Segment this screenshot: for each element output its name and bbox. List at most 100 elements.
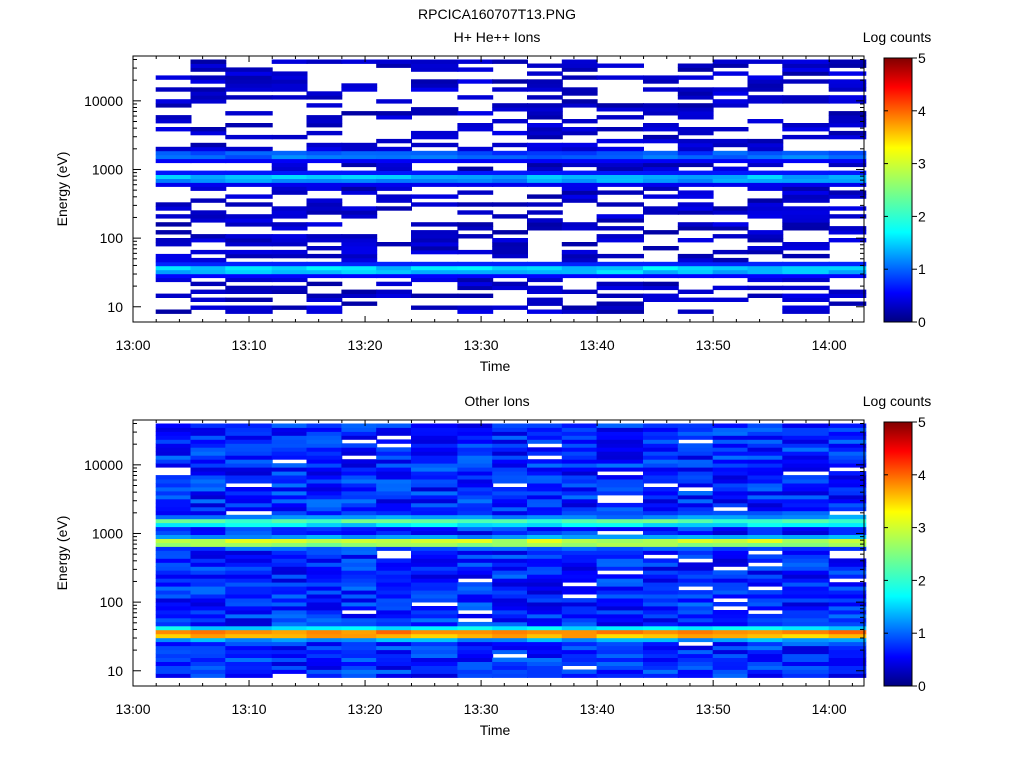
heatmap-cell bbox=[190, 178, 227, 183]
heatmap-cell bbox=[561, 182, 598, 187]
heatmap-cell bbox=[457, 649, 494, 655]
heatmap-cell bbox=[306, 514, 343, 520]
heatmap-cell bbox=[271, 162, 308, 168]
heatmap-cell bbox=[828, 617, 867, 623]
heatmap-cell bbox=[190, 657, 227, 662]
heatmap-cell bbox=[596, 657, 644, 662]
heatmap-cell bbox=[527, 471, 563, 476]
heatmap-cell bbox=[747, 558, 784, 563]
heatmap-cell bbox=[747, 479, 784, 484]
heatmap-cell bbox=[677, 75, 714, 80]
heatmap-cell bbox=[596, 170, 644, 175]
heatmap-cell bbox=[643, 578, 679, 583]
heatmap-cell bbox=[712, 99, 749, 104]
heatmap-cell bbox=[376, 621, 412, 627]
heatmap-cell bbox=[828, 190, 867, 195]
heatmap-cell bbox=[828, 293, 867, 298]
heatmap-cell bbox=[411, 447, 459, 452]
heatmap-cell bbox=[782, 487, 830, 492]
heatmap-cell bbox=[190, 491, 227, 496]
heatmap-cell bbox=[677, 645, 714, 651]
heatmap-cell bbox=[527, 210, 563, 215]
heatmap-cell bbox=[712, 625, 749, 631]
heatmap-cell bbox=[782, 447, 830, 452]
heatmap-cell bbox=[411, 174, 459, 179]
heatmap-cell bbox=[492, 494, 528, 500]
heatmap-cell bbox=[596, 546, 644, 551]
heatmap-cell bbox=[306, 150, 343, 156]
heatmap-cell bbox=[190, 59, 227, 64]
heatmap-cell bbox=[747, 625, 784, 631]
heatmap-cell bbox=[492, 625, 528, 631]
heatmap-cell bbox=[677, 451, 714, 456]
heatmap-cell bbox=[190, 475, 227, 480]
heatmap-cell bbox=[341, 582, 378, 587]
heatmap-cell bbox=[225, 566, 273, 571]
heatmap-cell bbox=[782, 494, 830, 500]
heatmap-cell bbox=[190, 487, 227, 492]
heatmap-cell bbox=[271, 71, 308, 76]
heatmap-cell bbox=[596, 514, 644, 520]
heatmap-cell bbox=[411, 467, 459, 472]
heatmap-cell bbox=[155, 629, 192, 635]
heatmap-cell bbox=[643, 293, 679, 298]
heatmap-cell bbox=[677, 610, 714, 615]
heatmap-cell bbox=[561, 309, 598, 314]
heatmap-cell bbox=[225, 443, 273, 448]
heatmap-cell bbox=[341, 170, 378, 175]
y-tick-label: 10 bbox=[107, 663, 123, 679]
heatmap-cell bbox=[527, 269, 563, 275]
heatmap-cell bbox=[225, 491, 273, 496]
heatmap-cell bbox=[782, 439, 830, 444]
heatmap-cell bbox=[712, 222, 749, 227]
heatmap-cell bbox=[643, 158, 679, 164]
heatmap-cell bbox=[271, 134, 308, 140]
heatmap-cell bbox=[492, 530, 528, 535]
heatmap-cell bbox=[341, 637, 378, 643]
heatmap-cell bbox=[677, 443, 714, 448]
heatmap-cell bbox=[677, 598, 714, 603]
colorbar-tick-label: 1 bbox=[918, 625, 926, 641]
heatmap-cell bbox=[782, 574, 830, 579]
heatmap-cell bbox=[527, 590, 563, 595]
heatmap-cell bbox=[225, 562, 273, 567]
heatmap-cell bbox=[643, 166, 679, 171]
heatmap-cell bbox=[306, 459, 343, 464]
heatmap-cell bbox=[225, 554, 273, 559]
heatmap-cell bbox=[376, 459, 412, 464]
heatmap-cell bbox=[457, 210, 494, 215]
heatmap-cell bbox=[271, 530, 308, 535]
heatmap-cell bbox=[225, 439, 273, 444]
heatmap-cell bbox=[561, 162, 598, 168]
heatmap-cell bbox=[457, 530, 494, 535]
heatmap-cell bbox=[457, 550, 494, 555]
heatmap-cell bbox=[271, 182, 308, 187]
heatmap-cell bbox=[643, 210, 679, 215]
heatmap-cell bbox=[190, 174, 227, 179]
heatmap-cell bbox=[492, 107, 528, 112]
heatmap-cell bbox=[747, 146, 784, 152]
heatmap-cell bbox=[457, 451, 494, 456]
heatmap-cell bbox=[782, 95, 830, 100]
heatmap-cell bbox=[376, 665, 412, 670]
heatmap-cell bbox=[677, 514, 714, 520]
heatmap-cell bbox=[677, 289, 714, 294]
heatmap-cell bbox=[561, 119, 598, 124]
heatmap-cell bbox=[155, 277, 192, 283]
heatmap-cell bbox=[596, 641, 644, 647]
heatmap-cell bbox=[376, 594, 412, 599]
heatmap-cell bbox=[155, 475, 192, 480]
heatmap-cell bbox=[712, 502, 749, 508]
heatmap-cell bbox=[828, 423, 867, 428]
heatmap-cell bbox=[225, 538, 273, 543]
heatmap-cell bbox=[643, 538, 679, 543]
heatmap-cell bbox=[225, 661, 273, 666]
heatmap-cell bbox=[527, 130, 563, 136]
heatmap-cell bbox=[596, 621, 644, 627]
heatmap-cell bbox=[306, 625, 343, 631]
heatmap-cell bbox=[225, 578, 273, 583]
heatmap-cell bbox=[341, 301, 378, 306]
heatmap-cell bbox=[190, 218, 227, 223]
heatmap-cell bbox=[155, 665, 192, 670]
heatmap-cell bbox=[712, 435, 749, 440]
